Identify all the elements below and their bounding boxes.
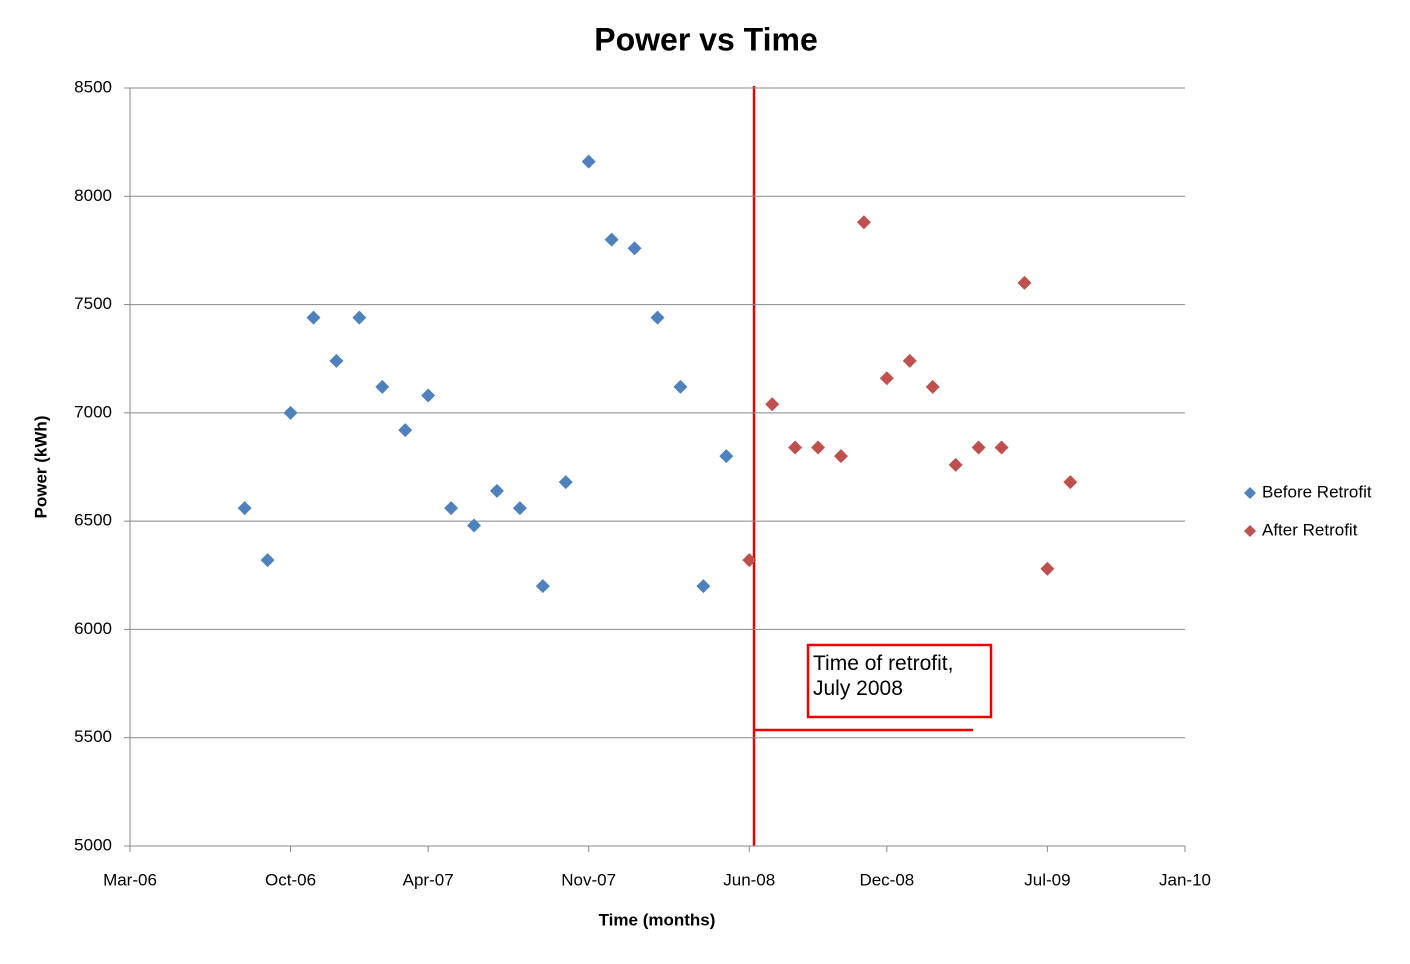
data-point: [971, 440, 986, 455]
x-tick-label: Mar-06: [103, 870, 157, 889]
data-point: [581, 154, 596, 169]
data-point: [879, 371, 894, 386]
data-point: [352, 310, 367, 325]
data-point: [444, 501, 459, 516]
data-point: [627, 241, 642, 256]
x-tick-label: Jan-10: [1159, 870, 1211, 889]
data-point: [902, 353, 917, 368]
annotation-text: Time of retrofit, July 2008: [813, 652, 953, 700]
data-point: [788, 440, 803, 455]
data-point: [1040, 561, 1055, 576]
data-point: [558, 475, 573, 490]
data-point: [1017, 275, 1032, 290]
y-tick-label: 8000: [74, 186, 112, 205]
legend-label: Before Retrofit: [1262, 482, 1372, 501]
data-point: [833, 449, 848, 464]
legend-label: After Retrofit: [1262, 520, 1358, 539]
data-point: [329, 353, 344, 368]
data-point: [673, 379, 688, 394]
x-tick-label: Oct-06: [265, 870, 316, 889]
annotation: Time of retrofit, July 2008: [813, 652, 953, 700]
x-tick-label: Nov-07: [561, 870, 616, 889]
data-point: [650, 310, 665, 325]
data-point: [856, 215, 871, 230]
data-point: [535, 579, 550, 594]
data-point: [696, 579, 711, 594]
data-point: [994, 440, 1009, 455]
data-point: [811, 440, 826, 455]
data-point: [512, 501, 527, 516]
data-point: [925, 379, 940, 394]
data-point: [742, 553, 757, 568]
data-point: [398, 423, 413, 438]
data-point: [283, 405, 298, 420]
data-point: [237, 501, 252, 516]
data-point: [604, 232, 619, 247]
x-axis-label: Time (months): [599, 910, 716, 929]
data-point: [765, 397, 780, 412]
x-tick-label: Apr-07: [403, 870, 454, 889]
x-tick-label: Jun-08: [723, 870, 775, 889]
data-point: [421, 388, 436, 403]
data-point: [306, 310, 321, 325]
annotation-box: [806, 643, 993, 719]
x-tick-label: Dec-08: [859, 870, 914, 889]
y-tick-label: 7000: [74, 402, 112, 421]
y-tick-label: 6500: [74, 511, 112, 530]
x-tick-label: Jul-09: [1024, 870, 1070, 889]
data-point: [467, 518, 482, 533]
chart-title: Power vs Time: [594, 21, 818, 57]
data-point: [489, 483, 504, 498]
data-point: [948, 457, 963, 472]
data-point: [260, 553, 275, 568]
y-tick-label: 5000: [74, 835, 112, 854]
legend-marker: [1244, 487, 1256, 499]
data-point: [375, 379, 390, 394]
y-tick-label: 5500: [74, 727, 112, 746]
data-point: [1063, 475, 1078, 490]
y-tick-label: 8500: [74, 77, 112, 96]
y-tick-label: 6000: [74, 619, 112, 638]
y-axis-label: Power (kWh): [31, 416, 50, 519]
legend-marker: [1244, 525, 1256, 537]
y-tick-label: 7500: [74, 294, 112, 313]
annotation-line: July 2008: [813, 677, 903, 700]
annotation-line: Time of retrofit,: [813, 652, 953, 675]
data-point: [719, 449, 734, 464]
